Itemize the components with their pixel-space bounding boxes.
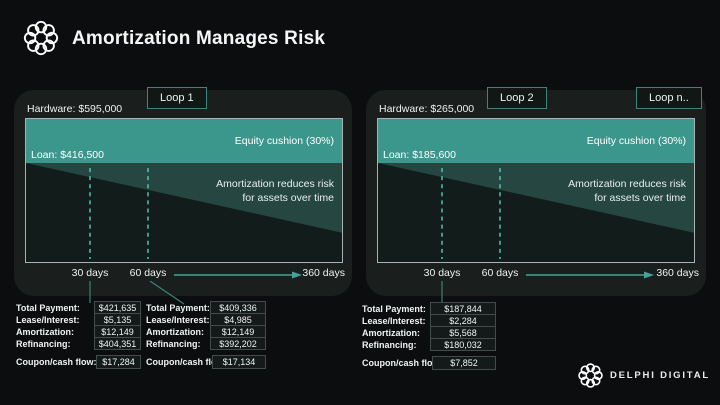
equity-cushion-band: Equity cushion (30%) Loan: $416,500 [26, 119, 342, 163]
loan-remaining-polygon [26, 163, 342, 262]
row-value: $12,149 [94, 325, 141, 338]
amortization-area: Amortization reduces risk for assets ove… [378, 163, 694, 262]
loop1-60day-table: Total Payment: $409,336 Lease/Interest: $4… [146, 301, 266, 369]
loop2-badge: Loop 2 [487, 87, 547, 109]
delphi-knot-icon [23, 20, 59, 56]
loop2-30day-table: Total Payment: $187,844 Lease/Interest: $2… [362, 302, 496, 370]
row-value: $180,032 [430, 338, 496, 351]
loan-remaining-polygon [378, 163, 694, 262]
row-label: Total Payment: [146, 302, 210, 313]
hardware-value-label: Hardware: $265,000 [379, 103, 475, 115]
summary-value: $7,852 [432, 356, 496, 370]
delphi-knot-icon [578, 363, 603, 388]
tick-360-days: 360 days [302, 267, 345, 279]
table-row: Refinancing: $180,032 [362, 338, 496, 351]
row-label: Amortization: [16, 326, 74, 337]
summary-label: Coupon/cash flow: [16, 357, 97, 367]
tick-60-days: 60 days [481, 267, 519, 279]
row-value: $392,202 [210, 337, 266, 350]
row-value: $404,351 [94, 337, 141, 350]
row-label: Refinancing: [146, 338, 201, 349]
summary-row: Coupon/cash flow: $7,852 [362, 356, 496, 370]
table-row: Amortization: $12,149 [16, 325, 141, 338]
loop2-panel: Hardware: $265,000 Equity cushion (30%) … [366, 90, 706, 296]
equity-cushion-label: Equity cushion (30%) [586, 135, 686, 147]
table-row: Total Payment: $421,635 [16, 301, 141, 314]
table-connector-lines [89, 281, 443, 305]
row-label: Refinancing: [362, 339, 417, 350]
row-label: Total Payment: [16, 302, 80, 313]
summary-row: Coupon/cash flow: $17,284 [16, 355, 141, 369]
table-row: Refinancing: $392,202 [146, 337, 266, 350]
row-label: Amortization: [362, 327, 420, 338]
tick-60-days: 60 days [129, 267, 167, 279]
row-label: Refinancing: [16, 338, 71, 349]
equity-cushion-band: Equity cushion (30%) Loan: $185,600 [378, 119, 694, 163]
summary-label: Coupon/cash flow: [362, 358, 443, 368]
row-label: Amortization: [146, 326, 204, 337]
loop-n-badge: Loop n.. [636, 87, 702, 109]
summary-row: Coupon/cash flow: $17,134 [146, 355, 266, 369]
loop1-30day-table: Total Payment: $421,635 Lease/Interest: $5… [16, 301, 141, 369]
hardware-value-label: Hardware: $595,000 [27, 103, 123, 115]
timeline-arrow-icon [174, 271, 302, 279]
loop1-amortization-chart: Equity cushion (30%) Loan: $416,500 Amor… [25, 118, 343, 263]
equity-cushion-label: Equity cushion (30%) [234, 135, 334, 147]
summary-value: $17,284 [96, 355, 141, 369]
amortization-area: Amortization reduces risk for assets ove… [26, 163, 342, 262]
page-title: Amortization Manages Risk [72, 28, 326, 49]
loan-decline-graphic [378, 163, 694, 262]
row-label: Lease/Interest: [16, 314, 80, 325]
amortization-note: Amortization reduces risk for assets ove… [568, 178, 686, 204]
loop2-amortization-chart: Equity cushion (30%) Loan: $185,600 Amor… [377, 118, 695, 263]
timeline-arrow-icon [526, 271, 654, 279]
summary-label: Coupon/cash flow: [146, 357, 227, 367]
loan-value-label: Loan: $416,500 [31, 149, 104, 161]
loan-value-label: Loan: $185,600 [383, 149, 456, 161]
tick-360-days: 360 days [656, 267, 699, 279]
tick-30-days: 30 days [71, 267, 109, 279]
amortization-note: Amortization reduces risk for assets ove… [216, 178, 334, 204]
tick-30-days: 30 days [423, 267, 461, 279]
loop1-badge: Loop 1 [147, 87, 207, 109]
brand-wordmark: DELPHI DIGITAL [610, 370, 710, 381]
summary-value: $17,134 [212, 355, 266, 369]
loop1-panel: Hardware: $595,000 Equity cushion (30%) … [14, 90, 352, 296]
row-label: Lease/Interest: [362, 315, 426, 326]
row-label: Total Payment: [362, 303, 426, 314]
loan-decline-graphic [26, 163, 342, 262]
table-row: Refinancing: $404,351 [16, 337, 141, 350]
row-label: Lease/Interest: [146, 314, 210, 325]
